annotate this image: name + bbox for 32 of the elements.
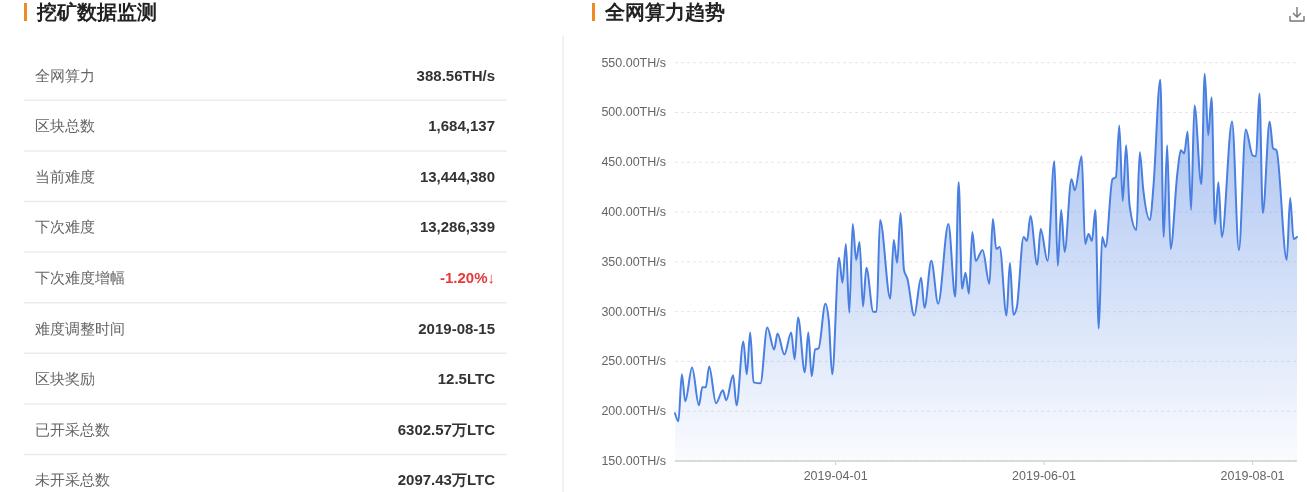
y-tick-label: 500.00TH/s (601, 105, 666, 120)
text: 388.56TH/s (416, 66, 495, 84)
text: 未开采总数 (35, 471, 110, 489)
text: 难度调整时间 (34, 319, 125, 337)
y-tick-label: 350.00TH/s (601, 254, 666, 269)
text: 下次难度 (35, 218, 95, 236)
text: 2097.43万LTC (397, 471, 496, 489)
text: 区块奖励 (35, 370, 95, 388)
text: 12.5LTC (437, 370, 496, 388)
y-tick-label: 450.00TH/s (601, 155, 666, 170)
text: 已开采总数 (35, 420, 110, 438)
y-tick-label: 300.00TH/s (601, 304, 666, 319)
text: 1,684,137 (428, 117, 495, 135)
text: 区块总数 (35, 117, 95, 135)
text: 2019-08-15 (418, 319, 495, 337)
x-tick-label: 2019-06-01 (1012, 469, 1077, 483)
y-tick-label: 150.00TH/s (601, 454, 666, 468)
y-tick-label: 250.00TH/s (601, 354, 666, 369)
x-tick-label: 2019-04-01 (803, 469, 868, 483)
x-tick-label: 2019-08-01 (1220, 469, 1285, 483)
text: 全网算力 (35, 66, 95, 84)
text: 下次难度增幅 (35, 268, 125, 286)
text: -1.20%↓ (439, 268, 495, 286)
text: 当前难度 (35, 167, 95, 185)
y-tick-label: 400.00TH/s (601, 205, 666, 220)
text: 13,444,380 (419, 167, 495, 185)
y-tick-label: 200.00TH/s (601, 404, 666, 419)
chart-title: 全网算力趋势 (604, 1, 725, 23)
text: 挖矿数据监测 (36, 1, 157, 23)
text: 13,286,339 (419, 218, 495, 236)
text: 6302.57万LTC (397, 420, 496, 438)
y-tick-label: 550.00TH/s (601, 55, 666, 70)
